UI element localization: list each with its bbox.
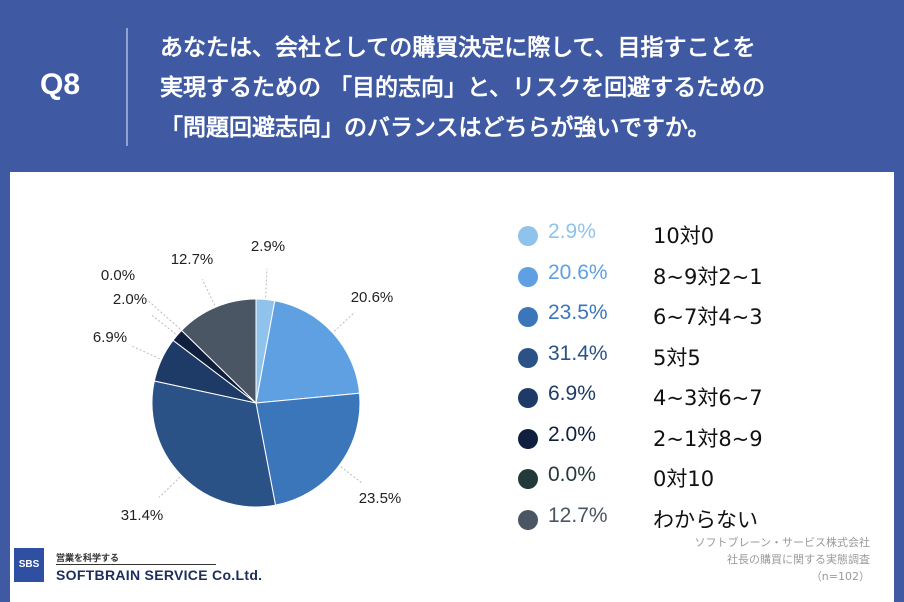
legend-percent: 31.4% [548, 341, 608, 365]
slice-leader-line [201, 279, 216, 306]
slice-leader-line [145, 298, 181, 330]
company-tagline: 営業を科学する [56, 554, 120, 564]
chart-legend: 2.9% 10対0 20.6% 8~9対2~1 23.5% 6~7対4~3 31.4% 5対5… [518, 218, 878, 542]
legend-label: 5対5 [653, 345, 701, 370]
slice-leader-line [132, 345, 160, 360]
legend-item: 2.9% 10対0 [518, 218, 878, 259]
legend-item: 0.0% 0対10 [518, 461, 878, 502]
legend-swatch [518, 469, 538, 489]
slice-percent-label: 0.0% [101, 267, 135, 284]
slice-leader-line [333, 311, 356, 332]
legend-swatch [518, 428, 538, 449]
header-banner: Q8 あなたは、会社としての購買決定に際して、目指すことを 実現するための 「目… [0, 0, 904, 172]
legend-percent: 20.6% [548, 260, 608, 284]
pie-slice [151, 380, 277, 508]
legend-label: わからない [653, 507, 758, 532]
legend-percent: 23.5% [548, 301, 608, 324]
legend-label: 10対0 [653, 224, 715, 248]
legend-label: 0対10 [653, 467, 715, 491]
legend-item: 12.7% わからない [518, 502, 878, 543]
legend-swatch [518, 307, 538, 327]
slice-percent-label: 20.6% [351, 289, 394, 306]
company-logo-mark: SBS [14, 548, 44, 582]
pie-slice [255, 392, 361, 506]
legend-item: 20.6% 8~9対2~1 [518, 259, 878, 300]
source-line-n: （n=102） [810, 570, 870, 583]
company-name: SOFTBRAIN SERVICE Co.Ltd. [56, 567, 263, 583]
legend-label: 4~3対6~7 [653, 386, 763, 410]
logo-divider [56, 564, 216, 565]
slice-percent-label: 31.4% [121, 507, 164, 524]
pie-slice [180, 298, 257, 405]
slice-percent-label: 2.0% [113, 291, 147, 308]
legend-item: 2.0% 2~1対8~9 [518, 421, 878, 462]
source-line-company: ソフトブレーン・サービス株式会社 [694, 536, 870, 549]
slice-percent-label: 12.7% [171, 251, 214, 268]
legend-percent: 2.9% [548, 220, 596, 243]
legend-percent: 2.0% [548, 422, 596, 446]
legend-percent: 12.7% [548, 503, 608, 527]
legend-swatch [518, 388, 538, 408]
slice-leader-line [265, 268, 268, 298]
source-line-survey: 社長の購買に関する実態調査 [727, 553, 870, 566]
source-note: ソフトブレーン・サービス株式会社 社長の購買に関する実態調査 （n=102） [695, 534, 870, 585]
legend-label: 6~7対4~3 [653, 305, 763, 329]
legend-item: 31.4% 5対5 [518, 340, 878, 381]
slice-leader-line [150, 313, 176, 335]
slice-percent-label: 2.9% [251, 238, 285, 255]
question-text: あなたは、会社としての購買決定に際して、目指すことを 実現するための 「目的志向… [160, 35, 766, 141]
slice-percent-label: 6.9% [93, 329, 127, 346]
legend-swatch [518, 226, 538, 246]
legend-item: 6.9% 4~3対6~7 [518, 380, 878, 421]
legend-swatch [518, 509, 538, 530]
legend-percent: 0.0% [548, 463, 596, 486]
legend-label: 2~1対8~9 [653, 426, 763, 451]
slice-leader-line [340, 466, 363, 484]
header-divider [126, 28, 128, 146]
legend-swatch [518, 266, 538, 287]
slice-leader-line [158, 476, 181, 498]
pie-slice [255, 300, 361, 404]
legend-label: 8~9対2~1 [653, 264, 763, 289]
legend-percent: 6.9% [548, 382, 596, 405]
legend-item: 23.5% 6~7対4~3 [518, 299, 878, 340]
slice-percent-label: 23.5% [359, 490, 402, 507]
legend-swatch [518, 347, 538, 368]
question-number: Q8 [40, 68, 81, 101]
